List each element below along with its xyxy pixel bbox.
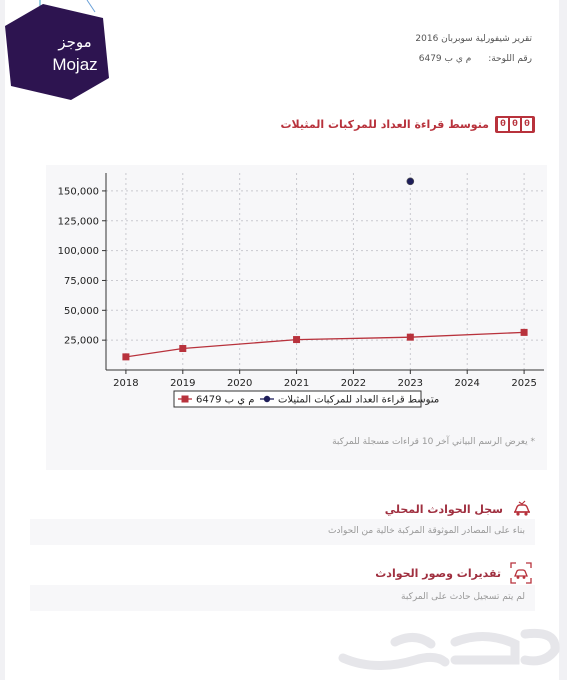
mojaz-logo: موجز Mojaz <box>5 0 115 105</box>
plate-row: رقم اللوحة: م ي ب 6479 <box>419 54 532 64</box>
y-tick-label: 100,000 <box>58 246 99 257</box>
car-crash-icon <box>513 500 531 516</box>
y-tick-label: 50,000 <box>64 306 99 317</box>
logo-hexagon-icon <box>5 0 109 100</box>
incident-photos-box: لم يتم تسجيل حادث على المركبة <box>30 585 535 611</box>
odometer-section-header: 0 0 0 متوسط قراءة العداد للمركبات المثيل… <box>280 116 535 133</box>
legend-swatch-square <box>181 395 189 403</box>
odometer-icon: 0 0 0 <box>495 116 535 133</box>
odometer-section-title: متوسط قراءة العداد للمركبات المثيلات <box>280 118 490 131</box>
odometer-chart: 25,000 50,000 75,000 100,000 125,000 150,000 2… <box>58 173 544 408</box>
legend-box <box>173 390 422 408</box>
report-page: موجز Mojaz تقرير شيفورلية سوبربان 2016 ر… <box>5 0 560 680</box>
local-incidents-header: سجل الحوادث المحلي <box>385 498 533 520</box>
x-tick-label: 2019 <box>170 378 195 389</box>
legend-label: متوسط قراءة العداد للمركبات المثيلات <box>278 395 439 406</box>
incident-photos-header: تقديرات وصور الحوادث <box>375 561 533 585</box>
data-point-square <box>179 345 187 353</box>
local-incidents-title: سجل الحوادث المحلي <box>384 502 503 516</box>
data-point-square <box>406 333 414 341</box>
odometer-digit: 0 <box>522 118 532 131</box>
data-point-square <box>122 353 130 361</box>
local-incidents-message: بناء على المصادر الموثوقة المركبة خالية … <box>328 526 525 536</box>
chart-series <box>122 177 528 361</box>
odometer-chart-card: 25,000 50,000 75,000 100,000 125,000 150,000 2… <box>46 165 547 470</box>
haraj-watermark-icon <box>338 628 560 671</box>
plate-value: م ي ب 6479 <box>418 54 472 64</box>
odometer-digit: 0 <box>498 118 508 131</box>
plate-label: رقم اللوحة: <box>488 54 532 64</box>
x-tick-label: 2025 <box>511 378 536 389</box>
series-line <box>125 331 525 358</box>
y-tick-label: 150,000 <box>58 186 99 197</box>
legend-label: م ي ب 6479 <box>196 395 254 406</box>
y-tick-label: 75,000 <box>64 276 99 287</box>
logo-text-english: Mojaz <box>52 55 98 74</box>
x-tick-label: 2024 <box>454 378 479 389</box>
chart-legend[interactable]: م ي ب 6479 متوسط قراءة العداد للمركبات ال… <box>173 390 439 408</box>
incident-photos-title: تقديرات وصور الحوادث <box>375 566 501 580</box>
data-point-square <box>520 328 528 336</box>
y-tick-label: 25,000 <box>64 336 99 347</box>
odometer-digit: 0 <box>510 118 520 131</box>
chart-axes: 25,000 50,000 75,000 100,000 125,000 150,000 2… <box>58 173 544 389</box>
legend-swatch-circle <box>263 395 271 403</box>
report-title: تقرير شيفورلية سوبربان 2016 <box>415 34 532 44</box>
incident-photos-message: لم يتم تسجيل حادث على المركبة <box>401 592 525 602</box>
local-incidents-box: بناء على المصادر الموثوقة المركبة خالية … <box>30 519 535 545</box>
logo-text-arabic: موجز <box>58 33 92 51</box>
x-tick-label: 2018 <box>113 378 138 389</box>
x-tick-label: 2022 <box>341 378 366 389</box>
x-tick-label: 2020 <box>227 378 252 389</box>
chart-grid <box>106 173 544 370</box>
camera-crash-icon <box>510 562 532 584</box>
data-point-square <box>293 336 301 344</box>
data-point-circle <box>406 177 415 186</box>
x-tick-label: 2023 <box>398 378 423 389</box>
chart-footnote: * يعرض الرسم البياني آخر 10 قراءات مسجلة… <box>332 437 535 447</box>
y-tick-label: 125,000 <box>58 216 99 227</box>
x-tick-label: 2021 <box>284 378 309 389</box>
